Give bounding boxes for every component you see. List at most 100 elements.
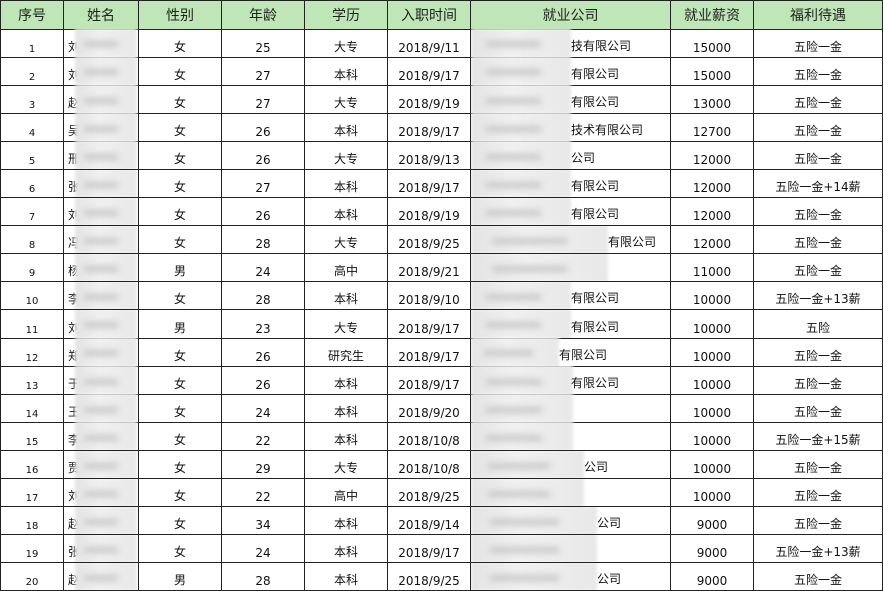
cell-welfare[interactable]: 五险一金	[754, 506, 883, 535]
cell-age[interactable]: 24	[222, 253, 305, 282]
cell-welfare[interactable]: 五险	[754, 310, 883, 338]
cell-age[interactable]: 34	[222, 506, 305, 535]
cell-index[interactable]: 18	[0, 506, 64, 535]
cell-education[interactable]: 本科	[305, 394, 388, 422]
cell-hire-date[interactable]: 2018/9/17	[388, 534, 471, 563]
cell-name[interactable]: 冯	[64, 225, 139, 254]
cell-salary[interactable]: 10000	[671, 281, 754, 310]
header-salary[interactable]: 就业薪资	[671, 1, 754, 29]
cell-salary[interactable]: 9000	[671, 506, 754, 535]
cell-welfare[interactable]: 五险一金+15薪	[754, 422, 883, 450]
cell-age[interactable]: 25	[222, 29, 305, 57]
cell-name[interactable]: 赵	[64, 562, 139, 591]
cell-index[interactable]: 16	[0, 450, 64, 479]
cell-gender[interactable]: 女	[139, 338, 222, 366]
cell-hire-date[interactable]: 2018/9/17	[388, 113, 471, 141]
cell-name[interactable]: 杨	[64, 253, 139, 282]
cell-welfare[interactable]: 五险一金	[754, 562, 883, 591]
cell-gender[interactable]: 女	[139, 141, 222, 169]
cell-gender[interactable]: 女	[139, 169, 222, 198]
cell-education[interactable]: 本科	[305, 366, 388, 394]
header-age[interactable]: 年龄	[222, 1, 305, 29]
cell-gender[interactable]: 女	[139, 422, 222, 450]
cell-hire-date[interactable]: 2018/9/17	[388, 366, 471, 394]
cell-company[interactable]: 有限公司	[471, 57, 671, 85]
cell-welfare[interactable]: 五险一金	[754, 394, 883, 422]
cell-index[interactable]: 14	[0, 394, 64, 422]
cell-age[interactable]: 28	[222, 281, 305, 310]
cell-gender[interactable]: 女	[139, 450, 222, 479]
cell-salary[interactable]: 10000	[671, 394, 754, 422]
cell-salary[interactable]: 12000	[671, 169, 754, 198]
cell-name[interactable]: 于	[64, 366, 139, 394]
cell-salary[interactable]: 15000	[671, 29, 754, 57]
cell-age[interactable]: 24	[222, 534, 305, 563]
cell-welfare[interactable]: 五险一金	[754, 338, 883, 366]
cell-index[interactable]: 9	[0, 253, 64, 282]
cell-education[interactable]: 本科	[305, 197, 388, 226]
cell-name[interactable]: 刘	[64, 478, 139, 507]
cell-name[interactable]: 张	[64, 534, 139, 563]
cell-education[interactable]: 大专	[305, 85, 388, 113]
cell-gender[interactable]: 女	[139, 197, 222, 226]
cell-education[interactable]: 本科	[305, 506, 388, 535]
cell-welfare[interactable]: 五险一金	[754, 29, 883, 57]
cell-name[interactable]: 赵	[64, 85, 139, 113]
cell-index[interactable]: 8	[0, 225, 64, 254]
cell-salary[interactable]: 12000	[671, 197, 754, 226]
cell-company[interactable]: 技术有限公司	[471, 113, 671, 141]
cell-education[interactable]: 研究生	[305, 338, 388, 366]
cell-company[interactable]: 公司	[471, 141, 671, 169]
cell-education[interactable]: 大专	[305, 29, 388, 57]
cell-index[interactable]: 13	[0, 366, 64, 394]
header-name[interactable]: 姓名	[64, 1, 139, 29]
header-hire-date[interactable]: 入职时间	[388, 1, 471, 29]
cell-company[interactable]: 有限公司	[471, 225, 671, 254]
cell-hire-date[interactable]: 2018/9/14	[388, 506, 471, 535]
cell-education[interactable]: 本科	[305, 534, 388, 563]
cell-hire-date[interactable]: 2018/9/25	[388, 225, 471, 254]
cell-hire-date[interactable]: 2018/10/8	[388, 450, 471, 479]
cell-name[interactable]: 刘	[64, 197, 139, 226]
cell-education[interactable]: 本科	[305, 57, 388, 85]
cell-company[interactable]: 公司	[471, 450, 671, 479]
cell-salary[interactable]: 10000	[671, 366, 754, 394]
cell-welfare[interactable]: 五险一金	[754, 113, 883, 141]
header-gender[interactable]: 性别	[139, 1, 222, 29]
cell-index[interactable]: 20	[0, 562, 64, 591]
cell-welfare[interactable]: 五险一金	[754, 478, 883, 507]
cell-age[interactable]: 23	[222, 310, 305, 338]
cell-age[interactable]: 24	[222, 394, 305, 422]
cell-company[interactable]	[471, 534, 671, 563]
header-education[interactable]: 学历	[305, 1, 388, 29]
cell-gender[interactable]: 女	[139, 57, 222, 85]
cell-salary[interactable]: 10000	[671, 338, 754, 366]
cell-age[interactable]: 27	[222, 57, 305, 85]
cell-gender[interactable]: 女	[139, 534, 222, 563]
cell-index[interactable]: 10	[0, 281, 64, 310]
cell-name[interactable]: 吴	[64, 113, 139, 141]
cell-hire-date[interactable]: 2018/9/10	[388, 281, 471, 310]
cell-name[interactable]: 李	[64, 281, 139, 310]
cell-welfare[interactable]: 五险一金	[754, 253, 883, 282]
cell-education[interactable]: 本科	[305, 113, 388, 141]
cell-name[interactable]: 赵	[64, 506, 139, 535]
cell-age[interactable]: 26	[222, 113, 305, 141]
cell-company[interactable]: 公司	[471, 562, 671, 591]
cell-hire-date[interactable]: 2018/9/19	[388, 197, 471, 226]
cell-company[interactable]	[471, 394, 671, 422]
cell-company[interactable]: 有限公司	[471, 85, 671, 113]
cell-salary[interactable]: 10000	[671, 422, 754, 450]
cell-index[interactable]: 6	[0, 169, 64, 198]
cell-index[interactable]: 15	[0, 422, 64, 450]
cell-company[interactable]: 有限公司	[471, 169, 671, 198]
cell-index[interactable]: 12	[0, 338, 64, 366]
cell-salary[interactable]: 10000	[671, 450, 754, 479]
cell-hire-date[interactable]: 2018/9/17	[388, 169, 471, 198]
cell-hire-date[interactable]: 2018/9/17	[388, 57, 471, 85]
cell-salary[interactable]: 9000	[671, 562, 754, 591]
cell-company[interactable]: 公司	[471, 506, 671, 535]
cell-education[interactable]: 本科	[305, 562, 388, 591]
cell-salary[interactable]: 12700	[671, 113, 754, 141]
cell-hire-date[interactable]: 2018/9/17	[388, 338, 471, 366]
